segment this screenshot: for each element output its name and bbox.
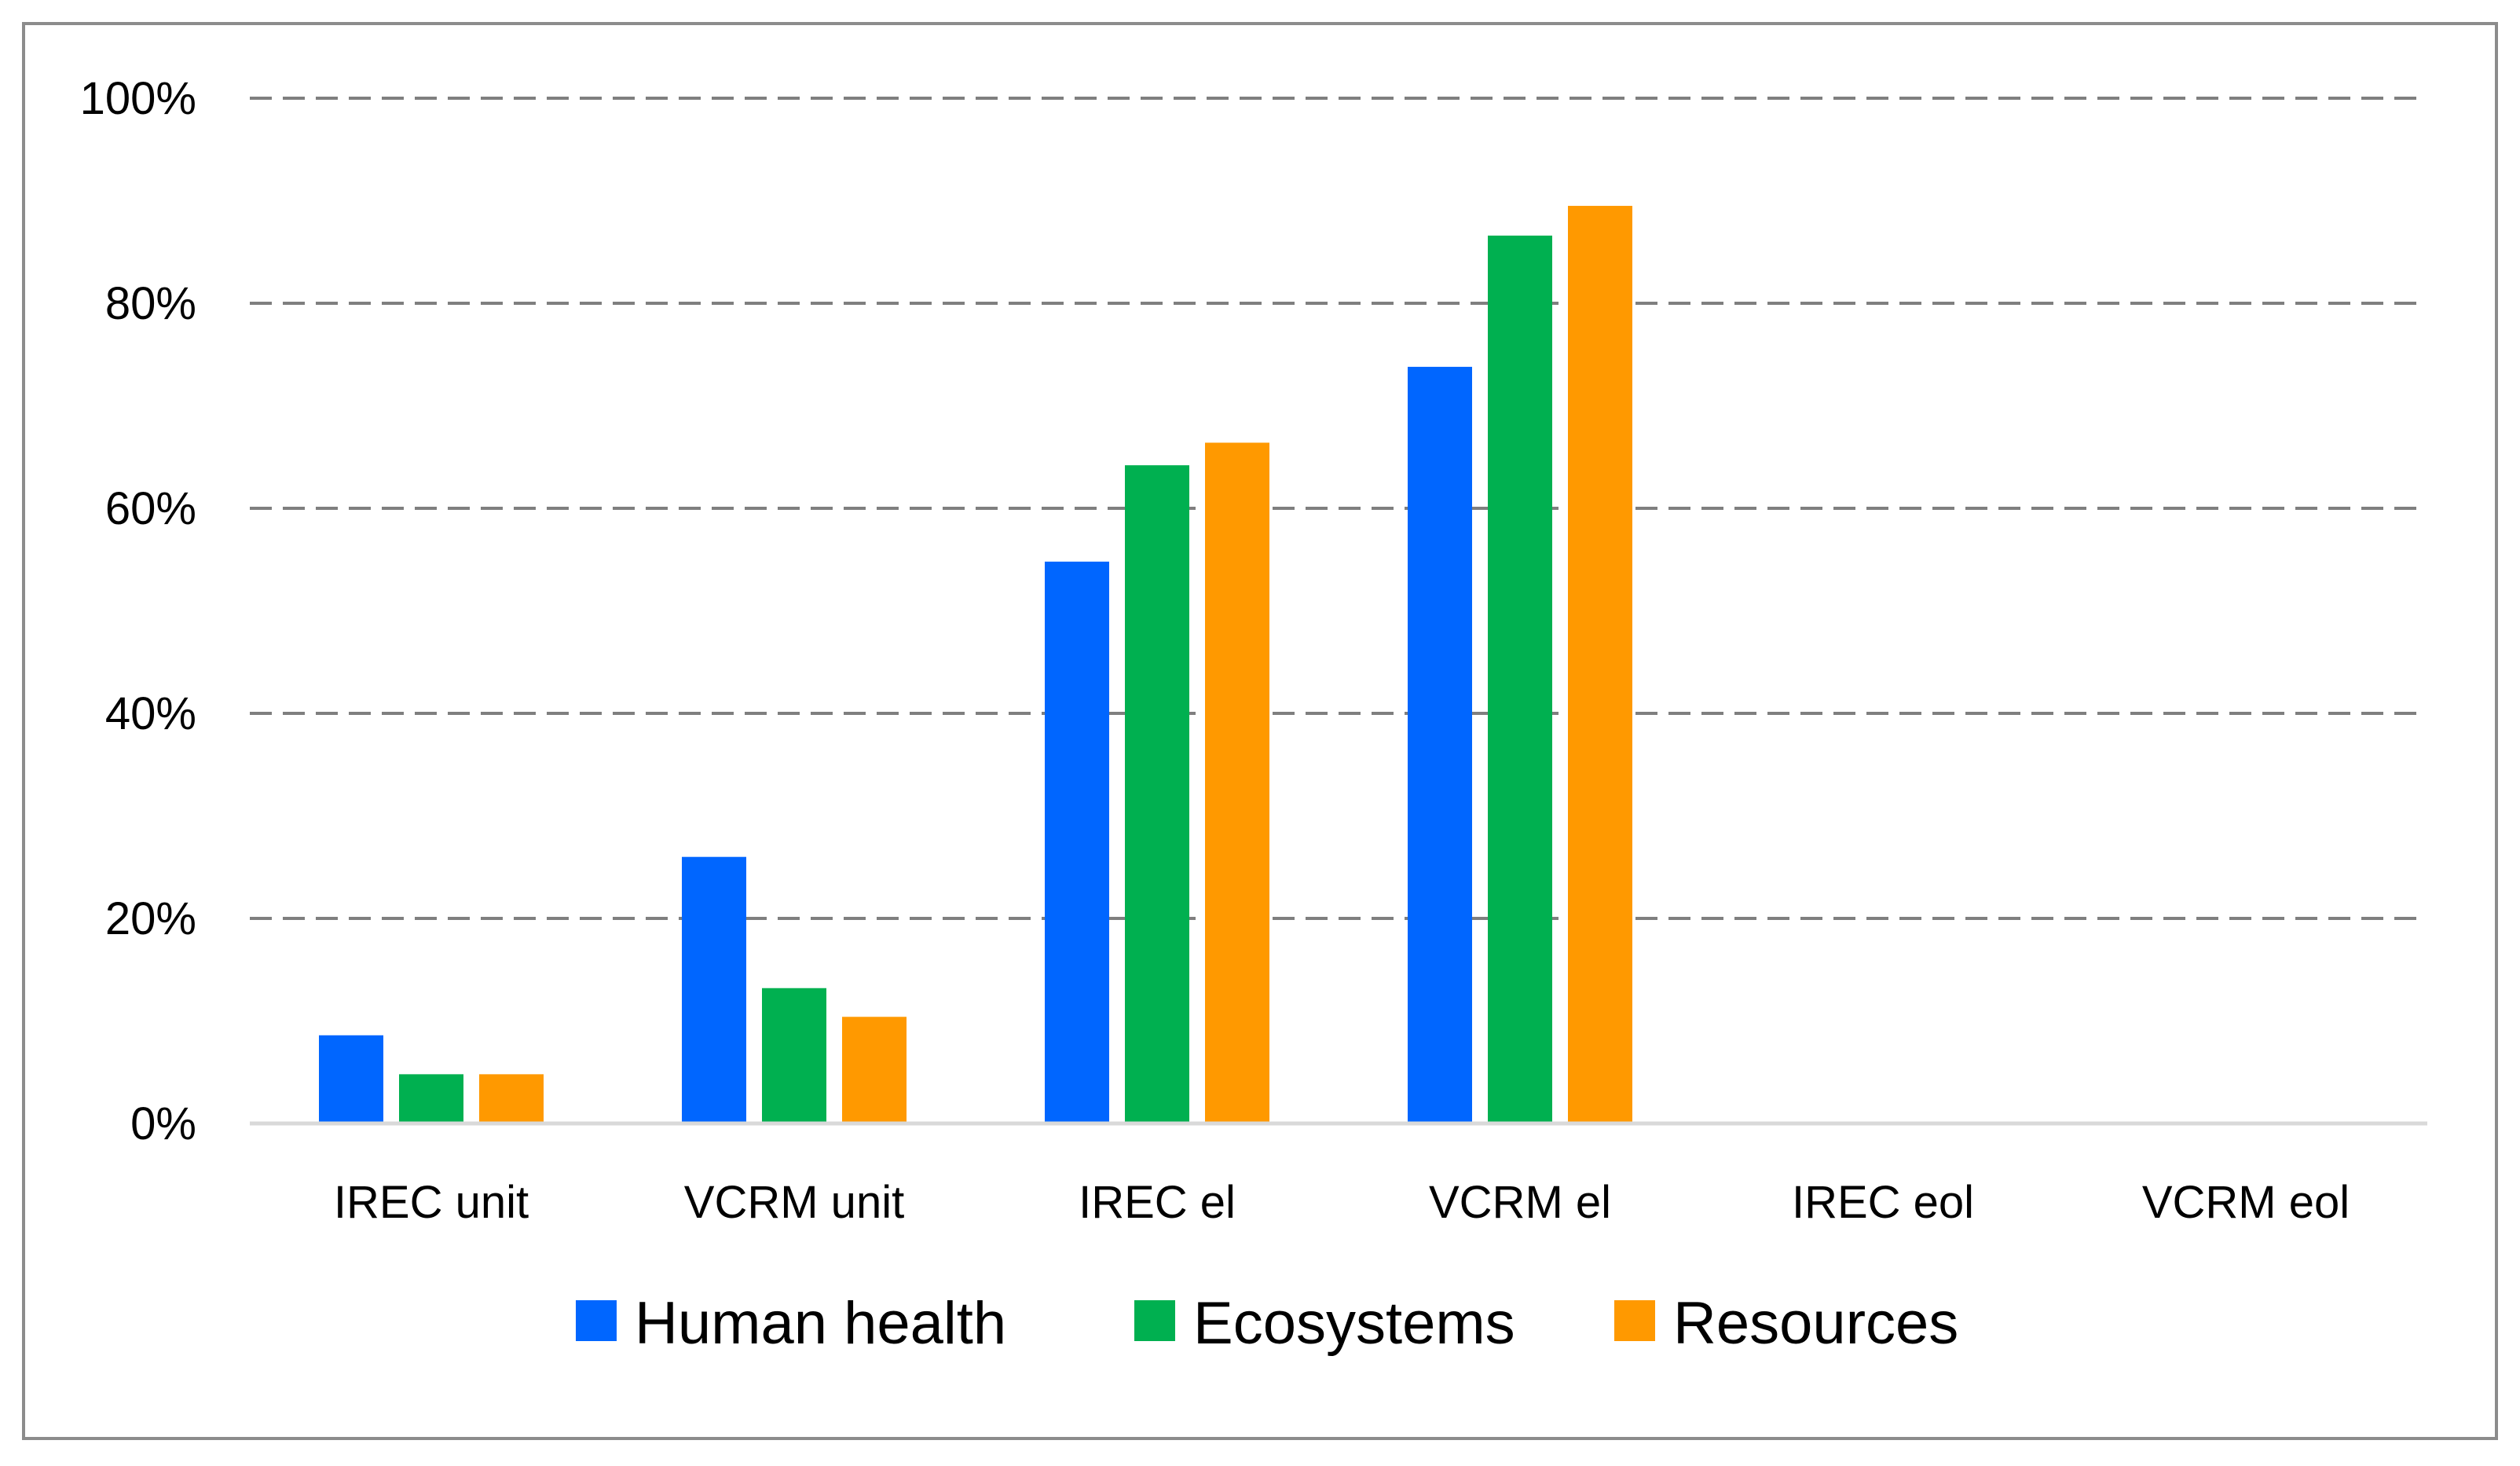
- bar-resources: [1568, 206, 1632, 1123]
- legend-swatch: [1134, 1300, 1175, 1341]
- legend-label: Resources: [1673, 1290, 1958, 1357]
- y-tick-label: 80%: [105, 278, 196, 329]
- y-tick-label: 40%: [105, 688, 196, 739]
- bar-resources: [842, 1017, 907, 1123]
- bar-human-health: [1045, 561, 1109, 1123]
- x-category-label: IREC eol: [1792, 1177, 1974, 1228]
- bar-resources: [479, 1074, 544, 1123]
- x-category-label: VCRM unit: [684, 1177, 904, 1228]
- bar-ecosystems: [762, 988, 826, 1123]
- y-tick-label: 60%: [105, 483, 196, 534]
- legend-swatch: [1614, 1300, 1655, 1341]
- x-category-label: VCRM eol: [2142, 1177, 2350, 1228]
- legend: Human health Ecosystems Resources: [576, 1290, 1958, 1357]
- legend-label: Human health: [635, 1290, 1006, 1357]
- legend-label: Ecosystems: [1193, 1290, 1515, 1357]
- bar-ecosystems: [399, 1074, 463, 1123]
- bars: [319, 206, 1632, 1123]
- y-tick-label: 20%: [105, 893, 196, 944]
- bar-human-health: [319, 1035, 383, 1123]
- x-category-label: VCRM el: [1429, 1177, 1611, 1228]
- gridlines: [250, 97, 2427, 920]
- legend-swatch: [576, 1300, 617, 1341]
- x-category-label: IREC el: [1079, 1177, 1236, 1228]
- bar-ecosystems: [1125, 465, 1189, 1123]
- x-axis-categories: IREC unit VCRM unit IREC el VCRM el IREC eol…: [334, 1177, 2350, 1228]
- x-category-label: IREC unit: [334, 1177, 529, 1228]
- bar-human-health: [682, 856, 746, 1123]
- bar-resources: [1205, 442, 1269, 1123]
- bar-human-health: [1408, 366, 1472, 1123]
- y-tick-label: 100%: [80, 73, 196, 124]
- y-axis-ticks: 0% 20% 40% 60% 80% 100%: [80, 73, 196, 1149]
- y-tick-label: 0%: [130, 1098, 196, 1149]
- bar-ecosystems: [1488, 235, 1552, 1123]
